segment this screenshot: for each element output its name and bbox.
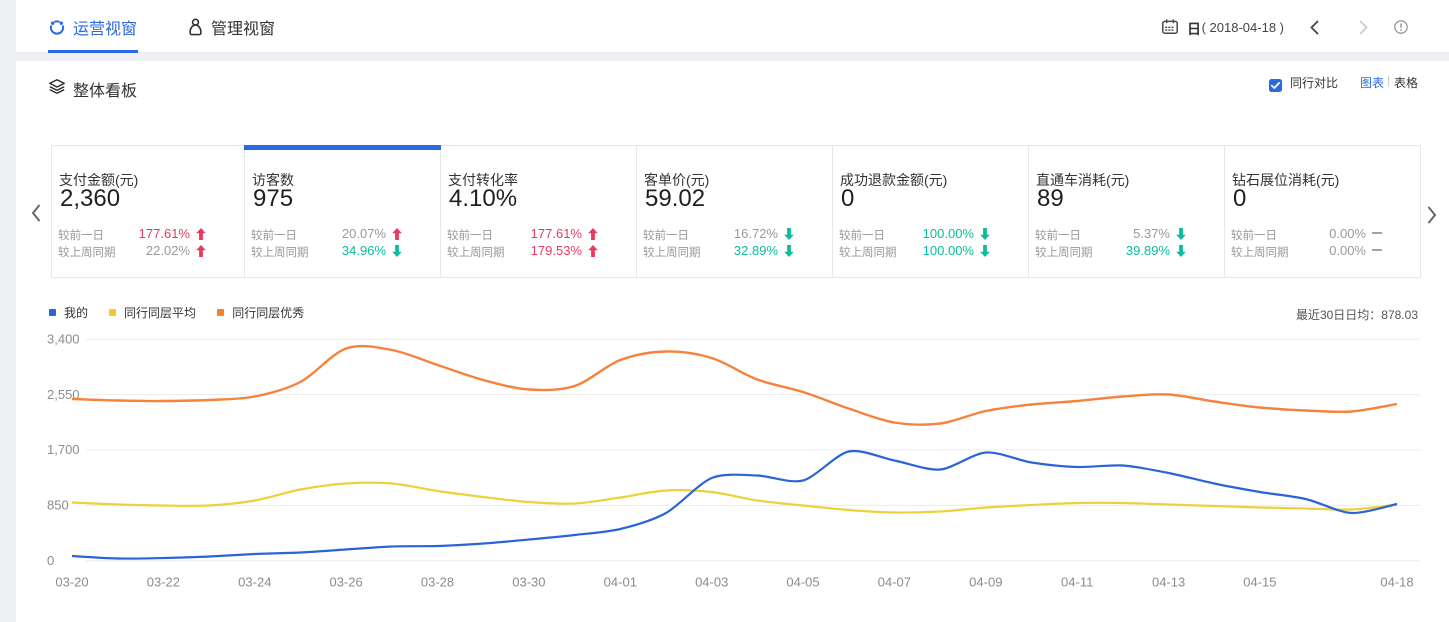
svg-text:03-26: 03-26 <box>329 575 362 590</box>
svg-text:03-24: 03-24 <box>238 575 271 590</box>
svg-text:04-18: 04-18 <box>1380 575 1413 590</box>
svg-text:03-28: 03-28 <box>421 575 454 590</box>
svg-text:1,700: 1,700 <box>47 442 80 457</box>
svg-text:03-30: 03-30 <box>512 575 545 590</box>
svg-text:850: 850 <box>47 498 69 513</box>
svg-text:3,400: 3,400 <box>47 331 80 346</box>
svg-text:03-20: 03-20 <box>55 575 88 590</box>
svg-text:03-22: 03-22 <box>147 575 180 590</box>
svg-text:04-15: 04-15 <box>1243 575 1276 590</box>
svg-text:04-07: 04-07 <box>878 575 911 590</box>
svg-text:04-11: 04-11 <box>1061 575 1093 590</box>
svg-text:2,550: 2,550 <box>47 387 80 402</box>
svg-text:04-01: 04-01 <box>604 575 637 590</box>
svg-text:04-05: 04-05 <box>786 575 819 590</box>
svg-text:04-03: 04-03 <box>695 575 728 590</box>
svg-text:0: 0 <box>47 553 54 568</box>
svg-text:04-09: 04-09 <box>969 575 1002 590</box>
svg-text:04-13: 04-13 <box>1152 575 1185 590</box>
